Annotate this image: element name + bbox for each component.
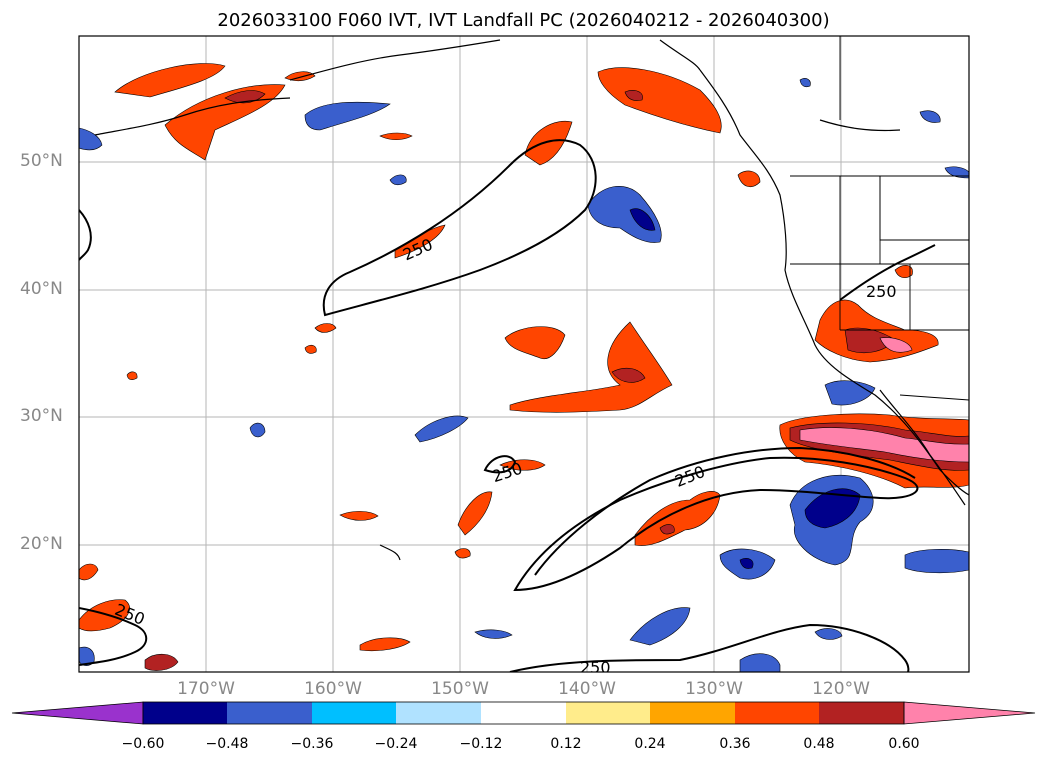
positive-blob	[284, 71, 316, 82]
negative-blob	[739, 558, 754, 569]
colorbar-tick: 0.36	[719, 736, 751, 752]
negative-blob	[414, 415, 469, 443]
colorbar-segment	[481, 702, 566, 724]
negative-blob	[804, 488, 861, 529]
colorbar-segment	[819, 702, 904, 724]
positive-blob	[659, 524, 675, 535]
negative-blob	[629, 208, 656, 231]
colorbar-tick: −0.60	[121, 736, 165, 752]
colorbar-extend-max	[903, 701, 1036, 725]
negative-blob	[587, 186, 662, 243]
colorbar-segment	[312, 702, 396, 724]
ivt-map: 250 250 250 250 250 250	[78, 35, 970, 677]
positive-blob	[339, 511, 379, 521]
negative-blob	[919, 110, 941, 123]
colorbar-tick: 0.12	[550, 736, 582, 752]
negative-blob	[944, 166, 969, 179]
positive-blob	[379, 132, 413, 141]
positive-blob	[79, 599, 130, 632]
colorbar-tick: −0.24	[374, 736, 418, 752]
lon-label-120w: 120°W	[812, 679, 870, 699]
lat-label-20n: 20°N	[20, 534, 63, 554]
colorbar-segment	[143, 702, 227, 724]
positive-blob	[144, 653, 179, 671]
positive-blob	[509, 321, 673, 413]
positive-blob	[624, 90, 643, 101]
negative-blob	[904, 549, 969, 574]
colorbar-tick: −0.12	[459, 736, 503, 752]
colorbar-segment	[566, 702, 650, 724]
positive-blob	[359, 637, 411, 652]
positive-ivt-regions	[79, 63, 969, 671]
positive-blob	[611, 367, 646, 383]
negative-blob	[79, 127, 103, 151]
negative-blob	[474, 629, 513, 639]
colorbar-segment	[650, 702, 735, 724]
positive-blob	[457, 491, 493, 536]
lon-label-170w: 170°W	[177, 679, 235, 699]
negative-blob	[389, 174, 407, 186]
positive-blob	[524, 120, 573, 166]
positive-blob	[114, 63, 226, 98]
contour-label: 250	[580, 658, 611, 677]
lat-label-50n: 50°N	[20, 151, 63, 171]
positive-blob	[504, 326, 566, 360]
negative-blob	[629, 607, 691, 646]
ivt-250-contours	[79, 139, 936, 672]
positive-blob	[164, 84, 286, 161]
positive-blob	[894, 265, 913, 279]
positive-blob	[597, 67, 722, 134]
contour-label: 250	[866, 282, 897, 301]
lon-label-140w: 140°W	[558, 679, 616, 699]
lon-label-160w: 160°W	[304, 679, 362, 699]
negative-blob	[249, 422, 266, 438]
positive-blob	[799, 427, 969, 463]
colorbar-segment	[227, 702, 312, 724]
lat-label-40n: 40°N	[20, 279, 63, 299]
lat-label-30n: 30°N	[20, 406, 63, 426]
colorbar-tick: 0.60	[888, 736, 920, 752]
lon-label-150w: 150°W	[431, 679, 489, 699]
colorbar-tick: −0.36	[290, 736, 334, 752]
positive-blob	[314, 323, 337, 333]
positive-blob	[79, 563, 99, 581]
positive-blob	[454, 548, 471, 559]
positive-blob	[737, 170, 761, 188]
colorbar-tick: 0.24	[634, 736, 666, 752]
negative-blob	[814, 628, 843, 640]
positive-blob	[879, 337, 913, 353]
negative-blob	[304, 101, 391, 131]
colorbar-extend-min	[11, 701, 144, 725]
colorbar-tick: 0.48	[803, 736, 835, 752]
negative-blob	[799, 78, 811, 88]
colorbar-segment	[735, 702, 819, 724]
positive-blob	[126, 371, 138, 380]
map-frame	[78, 35, 970, 673]
positive-blob	[304, 344, 317, 354]
map-title: 2026033100 F060 IVT, IVT Landfall PC (20…	[217, 10, 830, 31]
coastlines	[94, 39, 969, 561]
colorbar-tick: −0.48	[205, 736, 249, 752]
colorbar	[11, 701, 1036, 725]
lon-label-130w: 130°W	[685, 679, 743, 699]
colorbar-segment	[396, 702, 481, 724]
negative-blob	[739, 653, 781, 672]
political-borders	[790, 36, 969, 401]
colorbar-outline	[142, 701, 905, 725]
negative-ivt-regions	[79, 78, 969, 672]
